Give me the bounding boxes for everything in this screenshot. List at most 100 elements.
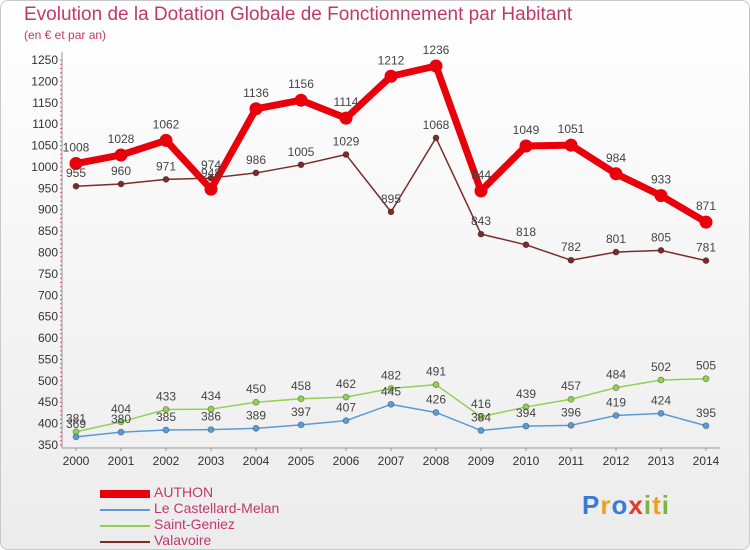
logo-letter: o — [611, 490, 629, 520]
data-label: 385 — [156, 410, 176, 424]
data-point — [612, 384, 620, 392]
logo-letter: x — [628, 490, 644, 520]
data-point — [162, 175, 170, 183]
data-label: 782 — [561, 240, 581, 254]
logo-letter: P — [582, 490, 601, 520]
data-label: 974 — [201, 158, 221, 172]
data-point — [567, 256, 575, 264]
y-tick-label: 1200 — [31, 74, 58, 88]
data-label: 1062 — [153, 117, 180, 131]
data-label: 1029 — [333, 135, 360, 149]
data-point — [432, 409, 440, 416]
data-label: 895 — [381, 192, 401, 206]
y-tick-label: 550 — [38, 352, 58, 366]
data-point — [342, 393, 350, 401]
y-tick-label: 750 — [38, 267, 58, 281]
data-label: 445 — [381, 384, 401, 398]
data-point — [117, 418, 125, 426]
data-label: 434 — [201, 389, 221, 403]
data-point — [297, 421, 305, 429]
data-point — [159, 133, 173, 147]
data-label: 439 — [516, 387, 536, 401]
x-tick-label: 2002 — [153, 454, 180, 468]
legend-swatch — [100, 541, 150, 543]
data-point — [114, 148, 128, 162]
data-point — [612, 248, 620, 256]
data-label: 948 — [201, 166, 221, 180]
data-point — [432, 381, 440, 389]
data-label: 395 — [696, 406, 716, 420]
data-label: 984 — [606, 151, 626, 165]
data-point — [477, 230, 485, 238]
data-point — [249, 102, 263, 116]
x-tick-label: 2011 — [558, 454, 584, 468]
data-label: 971 — [156, 159, 176, 173]
data-label: 1068 — [423, 118, 450, 132]
data-label: 491 — [426, 365, 446, 379]
data-label: 502 — [651, 360, 671, 374]
data-point — [567, 421, 575, 429]
data-label: 380 — [111, 412, 131, 426]
data-point — [657, 246, 665, 254]
legend-label: AUTHON — [154, 484, 214, 500]
data-point — [432, 134, 440, 142]
y-tick-label: 500 — [38, 374, 58, 388]
logo-letter: i — [661, 490, 670, 520]
legend-label: Valavoire — [154, 532, 212, 548]
data-point — [297, 395, 305, 403]
data-label: 482 — [381, 369, 401, 383]
x-tick-label: 2003 — [198, 454, 225, 468]
data-label: 1028 — [108, 132, 135, 146]
data-label: 986 — [246, 153, 266, 167]
data-label: 871 — [696, 199, 716, 213]
y-tick-label: 1100 — [32, 117, 58, 131]
data-label: 960 — [111, 164, 131, 178]
data-point — [519, 139, 533, 153]
data-label: 1136 — [243, 86, 269, 100]
data-point — [522, 241, 530, 249]
data-point — [477, 413, 485, 421]
data-point — [609, 167, 623, 181]
data-point — [297, 161, 305, 169]
data-label: 407 — [336, 401, 356, 415]
data-point — [252, 169, 260, 177]
data-point — [702, 375, 710, 383]
x-tick-label: 2005 — [288, 454, 315, 468]
data-label: 433 — [156, 389, 176, 403]
data-label: 404 — [111, 402, 131, 416]
data-label: 416 — [471, 397, 491, 411]
data-point — [342, 151, 350, 158]
data-point — [477, 427, 485, 434]
x-tick-label: 2012 — [603, 454, 630, 468]
data-point — [207, 405, 215, 413]
x-tick-label: 2000 — [63, 454, 90, 468]
data-point — [429, 59, 443, 73]
data-point — [522, 403, 530, 411]
y-tick-label: 1050 — [31, 139, 58, 153]
data-label: 484 — [606, 368, 626, 382]
data-label: 801 — [606, 232, 626, 246]
x-tick-label: 2009 — [468, 454, 495, 468]
data-point — [387, 208, 395, 216]
data-point — [69, 157, 83, 171]
legend-swatch — [100, 525, 150, 527]
x-tick-label: 2013 — [648, 454, 675, 468]
data-label: 424 — [651, 393, 671, 407]
chart-subtitle: (en € et par an) — [24, 28, 107, 42]
chart-title: Evolution de la Dotation Globale de Fonc… — [24, 4, 573, 25]
data-label: 1114 — [334, 95, 359, 109]
data-point — [654, 189, 668, 203]
data-point — [564, 138, 578, 152]
data-point — [567, 395, 575, 403]
data-point — [657, 376, 665, 384]
data-point — [702, 257, 710, 265]
data-label: 386 — [201, 410, 221, 424]
data-label: 1008 — [63, 141, 90, 155]
y-tick-label: 1150 — [32, 96, 58, 110]
legend-swatch — [100, 490, 150, 498]
data-point — [474, 184, 488, 198]
y-tick-label: 350 — [38, 438, 58, 452]
data-label: 397 — [291, 405, 311, 419]
data-label: 1051 — [558, 122, 585, 136]
